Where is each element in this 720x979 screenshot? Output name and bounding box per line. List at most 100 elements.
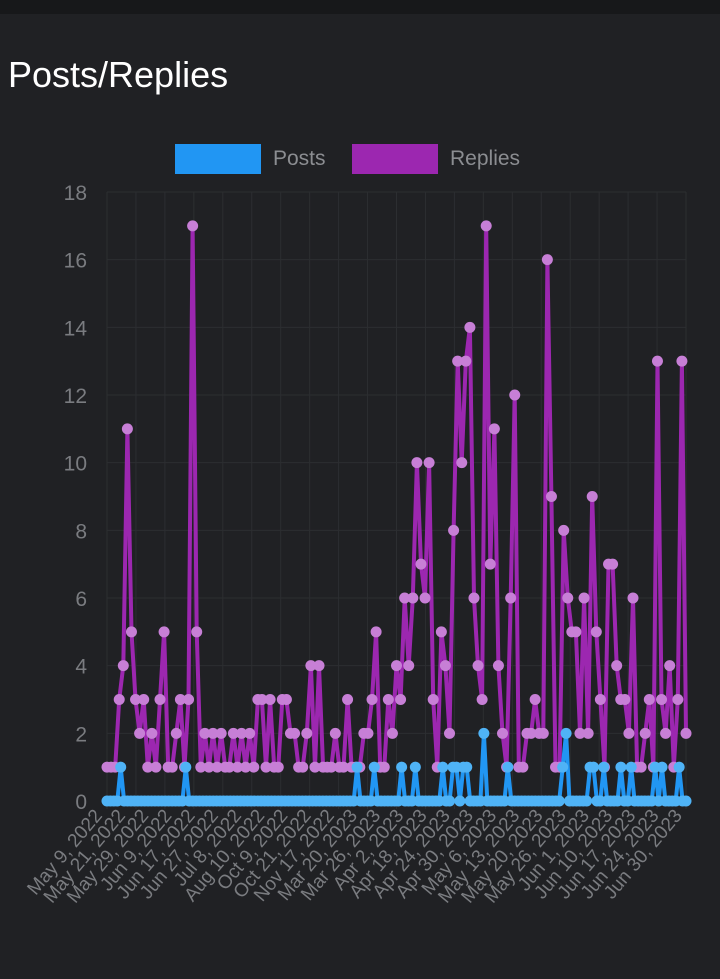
posts-point	[673, 761, 685, 773]
replies-point	[439, 660, 451, 672]
replies-point	[203, 761, 215, 773]
posts-point	[502, 761, 514, 773]
replies-point	[411, 457, 423, 469]
replies-point	[403, 660, 415, 672]
replies-point	[586, 491, 598, 502]
replies-point	[240, 761, 252, 773]
replies-point	[627, 592, 639, 604]
posts-point	[553, 795, 565, 807]
y-tick-label-16: 16	[64, 250, 87, 273]
replies-point	[386, 727, 398, 739]
replies-point	[170, 727, 182, 739]
replies-point	[651, 355, 663, 367]
replies-point	[183, 694, 195, 705]
replies-point	[174, 694, 186, 705]
posts-point	[461, 761, 473, 773]
replies-point	[236, 727, 248, 739]
posts-point	[368, 761, 380, 773]
replies-point	[537, 727, 549, 739]
replies-point	[623, 727, 635, 739]
page-title: Posts/Replies	[8, 54, 229, 95]
y-tick-label-4: 4	[75, 656, 87, 679]
replies-point	[313, 660, 325, 672]
replies-point	[362, 727, 374, 739]
y-tick-label-10: 10	[64, 453, 87, 476]
replies-point	[676, 355, 688, 367]
replies-point	[444, 727, 456, 739]
replies-point	[342, 694, 354, 705]
posts-point	[444, 795, 456, 807]
replies-point	[505, 592, 517, 604]
legend-item-posts[interactable]: Posts	[175, 144, 326, 174]
posts-point	[615, 761, 627, 773]
replies-point	[607, 558, 619, 570]
y-tick-label-8: 8	[75, 520, 87, 543]
posts-point	[409, 761, 421, 773]
posts-point	[454, 795, 466, 807]
replies-point	[529, 694, 541, 705]
replies-point	[297, 761, 309, 773]
replies-point	[672, 694, 684, 705]
replies-point	[154, 694, 166, 705]
posts-point	[478, 727, 490, 739]
y-tick-label-14: 14	[64, 317, 88, 340]
replies-point	[395, 694, 407, 705]
replies-point	[231, 761, 243, 773]
posts-point	[396, 761, 408, 773]
replies-point	[497, 727, 509, 739]
replies-point	[130, 694, 142, 705]
replies-point	[435, 626, 447, 638]
replies-point	[619, 694, 631, 705]
y-tick-label-18: 18	[64, 182, 87, 205]
replies-point	[468, 592, 480, 604]
replies-point	[635, 761, 647, 773]
replies-point	[391, 660, 402, 672]
replies-point	[199, 727, 211, 739]
replies-point	[570, 626, 582, 638]
replies-point	[289, 727, 301, 739]
replies-point	[407, 592, 419, 604]
replies-point	[484, 558, 496, 570]
posts-point	[598, 761, 610, 773]
posts-point	[437, 761, 449, 773]
replies-point	[305, 660, 317, 672]
legend-item-replies[interactable]: Replies	[352, 144, 520, 174]
replies-point	[427, 694, 439, 705]
y-tick-label-6: 6	[75, 588, 87, 611]
posts-point	[180, 761, 192, 773]
replies-point	[590, 626, 602, 638]
replies-point	[664, 660, 676, 672]
replies-point	[227, 727, 239, 739]
replies-point	[325, 761, 337, 773]
posts-point	[680, 795, 692, 807]
replies-point	[207, 727, 219, 739]
legend-label-posts: Posts	[273, 147, 326, 170]
replies-point	[301, 727, 313, 739]
replies-point	[488, 423, 500, 435]
replies-point	[125, 626, 137, 638]
replies-point	[419, 592, 431, 604]
replies-point	[195, 761, 207, 773]
replies-point	[134, 727, 146, 739]
posts-point	[560, 727, 572, 739]
replies-point	[121, 423, 133, 435]
replies-point	[366, 694, 378, 705]
replies-point	[138, 694, 150, 705]
replies-point	[517, 761, 529, 773]
y-tick-label-12: 12	[64, 385, 87, 408]
replies-point	[280, 694, 292, 705]
posts-point	[581, 795, 593, 807]
chart-legend: Posts Replies	[0, 144, 720, 178]
replies-point	[452, 355, 464, 367]
replies-point	[264, 694, 276, 705]
replies-point	[370, 626, 382, 638]
replies-point	[639, 727, 651, 739]
posts-point	[115, 761, 127, 773]
replies-point	[211, 761, 223, 773]
replies-point	[456, 457, 468, 469]
replies-point	[399, 592, 411, 604]
replies-point	[248, 761, 260, 773]
replies-point	[578, 592, 590, 604]
replies-point	[191, 626, 203, 638]
